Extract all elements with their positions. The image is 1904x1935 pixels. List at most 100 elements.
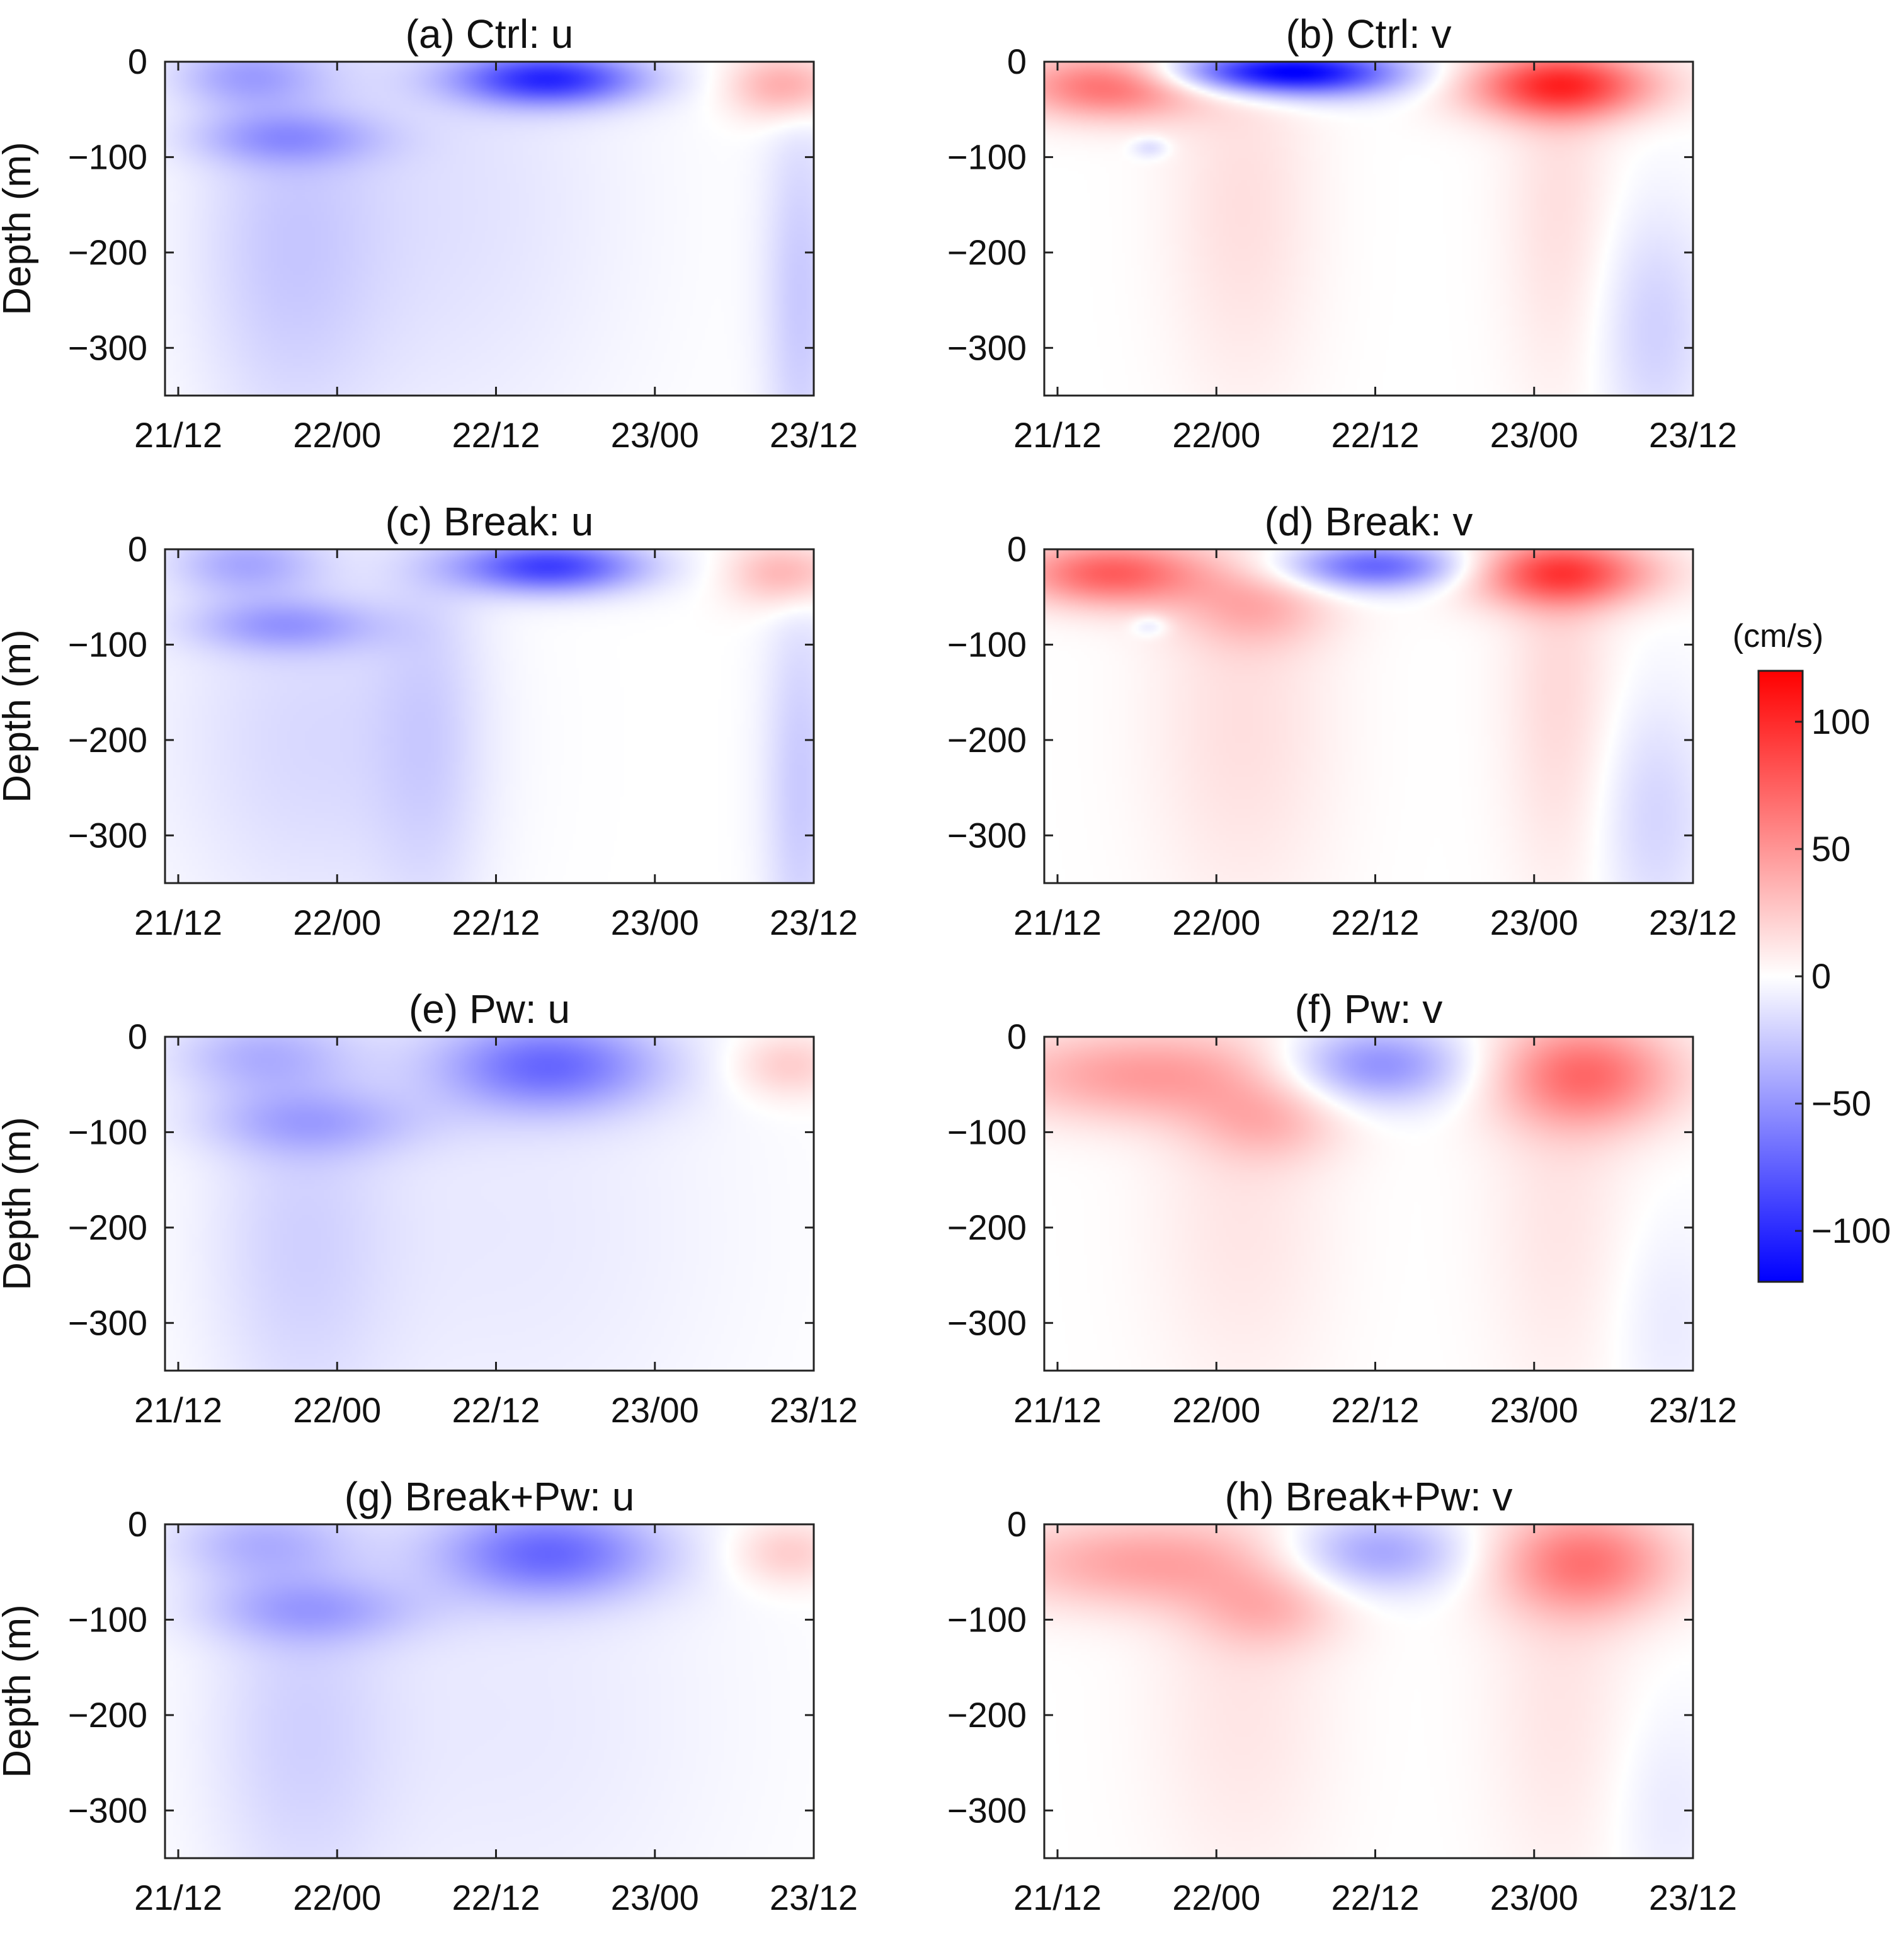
xtick-label: 21/12 bbox=[134, 415, 222, 455]
ytick-label: −100 bbox=[947, 624, 1027, 664]
plot-frame-a bbox=[164, 60, 815, 397]
y-axis-label: Depth (m) bbox=[0, 142, 39, 316]
ytick-label: −100 bbox=[68, 1112, 147, 1151]
ytick-label: 0 bbox=[1007, 42, 1027, 81]
ytick-label: −300 bbox=[68, 1303, 147, 1342]
xtick-label: 22/12 bbox=[1331, 903, 1419, 942]
panel-g: (g) Break+Pw: u 0 −100 −200 −300 21/12 22/00 22… bbox=[0, 1474, 858, 1917]
ytick-label: 0 bbox=[128, 1504, 147, 1544]
xtick-label: 22/12 bbox=[1331, 1390, 1419, 1430]
ytick-label: −200 bbox=[947, 720, 1027, 760]
ytick-label: −200 bbox=[947, 232, 1027, 272]
heatmap-field-e bbox=[165, 1037, 814, 1371]
xtick-label: 22/12 bbox=[1331, 415, 1419, 455]
panel-b: (b) Ctrl: v 0 −100 −200 −300 21/12 22/00 22/12 2… bbox=[947, 11, 1737, 455]
ytick-label: −100 bbox=[68, 137, 147, 176]
xtick-label: 21/12 bbox=[1013, 415, 1102, 455]
heatmap-field-f bbox=[1044, 1037, 1693, 1371]
ytick-label: 0 bbox=[1007, 1017, 1027, 1056]
xtick-label: 23/00 bbox=[1490, 1878, 1578, 1917]
ytick-label: −100 bbox=[68, 624, 147, 664]
colorbar-tick-label: 50 bbox=[1811, 829, 1850, 869]
xtick-label: 22/00 bbox=[1172, 1390, 1260, 1430]
panel-d: (d) Break: v 0 −100 −200 −300 21/12 22/00 22/12… bbox=[947, 499, 1737, 942]
ytick-label: 0 bbox=[128, 42, 147, 81]
panel-title-b: (b) Ctrl: v bbox=[1285, 11, 1451, 57]
ytick-label: −200 bbox=[947, 1207, 1027, 1247]
xtick-label: 23/00 bbox=[611, 903, 699, 942]
xtick-label: 23/12 bbox=[1649, 415, 1737, 455]
xtick-label: 21/12 bbox=[1013, 903, 1102, 942]
xtick-label: 23/12 bbox=[1649, 1878, 1737, 1917]
xtick-label: 22/12 bbox=[452, 1390, 540, 1430]
xtick-label: 23/00 bbox=[611, 1390, 699, 1430]
xtick-label: 22/00 bbox=[1172, 415, 1260, 455]
ytick-label: −100 bbox=[947, 1599, 1027, 1639]
panel-title-f: (f) Pw: v bbox=[1295, 986, 1443, 1032]
xtick-label: 23/12 bbox=[770, 1878, 858, 1917]
xtick-label: 21/12 bbox=[134, 1390, 222, 1430]
xtick-label: 23/12 bbox=[770, 903, 858, 942]
xtick-label: 23/00 bbox=[1490, 415, 1578, 455]
xtick-label: 22/00 bbox=[1172, 1878, 1260, 1917]
xtick-label: 22/00 bbox=[293, 1390, 381, 1430]
colorbar-tick-label: −50 bbox=[1811, 1083, 1871, 1123]
colorbar-label: (cm/s) bbox=[1733, 618, 1823, 654]
xtick-label: 23/12 bbox=[1649, 903, 1737, 942]
ytick-label: −100 bbox=[68, 1599, 147, 1639]
ytick-label: −200 bbox=[68, 232, 147, 272]
plot-frame-c bbox=[164, 548, 815, 884]
ytick-label: −200 bbox=[68, 720, 147, 760]
panel-title-d: (d) Break: v bbox=[1265, 499, 1473, 544]
xtick-label: 21/12 bbox=[134, 1878, 222, 1917]
panel-title-c: (c) Break: u bbox=[385, 499, 594, 544]
y-axis-label: Depth (m) bbox=[0, 1117, 39, 1291]
heatmap-field-d bbox=[1044, 549, 1693, 883]
xtick-label: 22/00 bbox=[293, 1878, 381, 1917]
plot-frame-b bbox=[1043, 60, 1694, 397]
xtick-label: 23/00 bbox=[1490, 1390, 1578, 1430]
ytick-label: −200 bbox=[68, 1207, 147, 1247]
xtick-label: 22/00 bbox=[293, 415, 381, 455]
heatmap-field-b bbox=[1044, 62, 1693, 396]
ytick-label: −300 bbox=[68, 328, 147, 367]
ytick-label: 0 bbox=[128, 1017, 147, 1056]
panel-title-g: (g) Break+Pw: u bbox=[345, 1474, 635, 1519]
xtick-label: 23/00 bbox=[1490, 903, 1578, 942]
ytick-label: −200 bbox=[947, 1695, 1027, 1735]
xtick-label: 22/12 bbox=[1331, 1878, 1419, 1917]
panel-c: (c) Break: u 0 −100 −200 −300 21/12 22/00 22/12… bbox=[0, 499, 858, 942]
y-axis-label: Depth (m) bbox=[0, 629, 39, 803]
xtick-label: 22/12 bbox=[452, 415, 540, 455]
xtick-label: 23/12 bbox=[770, 415, 858, 455]
xtick-label: 23/00 bbox=[611, 415, 699, 455]
heatmap-field-h bbox=[1044, 1524, 1693, 1858]
xtick-label: 21/12 bbox=[1013, 1878, 1102, 1917]
colorbar: (cm/s) 100 50 0 −50 −100 bbox=[1733, 618, 1891, 1283]
heatmap-field-c bbox=[165, 549, 814, 883]
xtick-label: 23/12 bbox=[770, 1390, 858, 1430]
colorbar-tick-label: 0 bbox=[1811, 956, 1831, 996]
plot-frame-h bbox=[1043, 1523, 1694, 1859]
plot-frame-d bbox=[1043, 548, 1694, 884]
heatmap-field-a bbox=[165, 62, 814, 396]
ytick-label: −100 bbox=[947, 1112, 1027, 1151]
xtick-label: 21/12 bbox=[134, 903, 222, 942]
panel-a: (a) Ctrl: u 0 −100 −200 −300 21/12 22/00 22/12 2… bbox=[0, 11, 858, 455]
plot-frame-g bbox=[164, 1523, 815, 1859]
panel-e: (e) Pw: u 0 −100 −200 −300 21/12 22/00 22/12 23/… bbox=[0, 986, 858, 1430]
plot-frame-e bbox=[164, 1036, 815, 1372]
xtick-label: 23/12 bbox=[1649, 1390, 1737, 1430]
xtick-label: 23/00 bbox=[611, 1878, 699, 1917]
plot-frame-f bbox=[1043, 1036, 1694, 1372]
xtick-label: 22/12 bbox=[452, 903, 540, 942]
panel-title-e: (e) Pw: u bbox=[409, 986, 570, 1032]
heatmap-field-g bbox=[165, 1524, 814, 1858]
panel-f: (f) Pw: v 0 −100 −200 −300 21/12 22/00 22/12 23/… bbox=[947, 986, 1737, 1430]
ytick-label: −300 bbox=[947, 815, 1027, 855]
ytick-label: −300 bbox=[947, 1303, 1027, 1342]
ytick-label: −300 bbox=[947, 328, 1027, 367]
xtick-label: 22/00 bbox=[1172, 903, 1260, 942]
y-axis-label: Depth (m) bbox=[0, 1604, 39, 1778]
